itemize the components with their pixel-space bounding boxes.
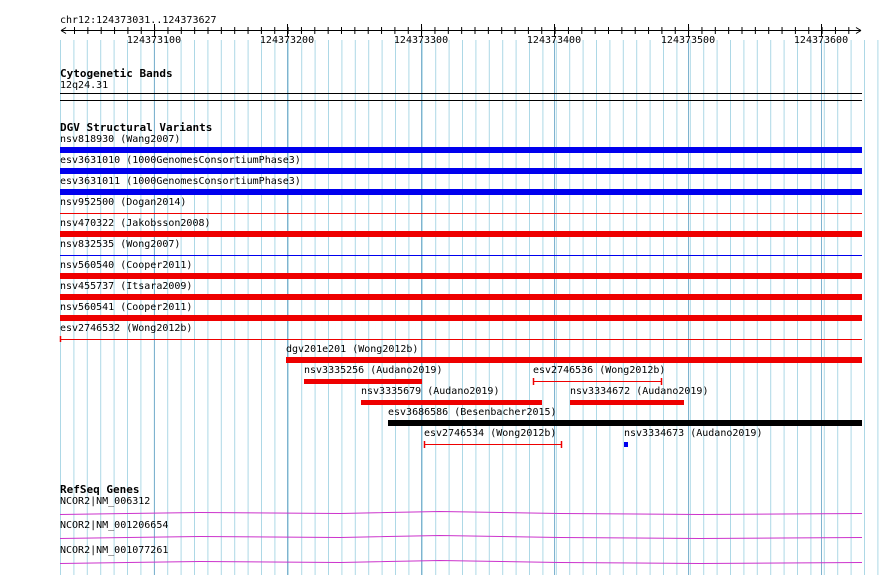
ruler-tick-label: 124373100	[126, 35, 182, 46]
ruler-tick-label: 124373200	[259, 35, 315, 46]
dgv-feature-bar	[624, 442, 628, 447]
dgv-feature-label[interactable]: esv2746536 (Wong2012b)	[533, 365, 666, 376]
refseq-gene-label[interactable]: NCOR2|NM_001077261	[60, 545, 169, 556]
dgv-feature-label[interactable]: nsv560541 (Cooper2011)	[60, 302, 193, 313]
dgv-feature-label[interactable]: nsv818930 (Wang2007)	[60, 134, 181, 145]
location-label: chr12:124373031..124373627	[60, 15, 217, 26]
dgv-feature-bar	[304, 379, 422, 384]
dgv-feature-bar	[60, 273, 862, 279]
dgv-feature-bar	[60, 189, 862, 195]
dgv-feature-label[interactable]: esv3631010 (1000GenomesConsortiumPhase3)	[60, 155, 301, 166]
ruler-tick-label: 124373500	[660, 35, 716, 46]
ruler-arrow-right-icon	[855, 27, 862, 34]
dgv-feature-bar	[60, 147, 862, 153]
cytoband-ideogram[interactable]	[0, 0, 890, 110]
dgv-feature-label[interactable]: dgv201e201 (Wong2012b)	[286, 344, 419, 355]
dgv-feature-label[interactable]: esv3631011 (1000GenomesConsortiumPhase3)	[60, 176, 301, 187]
dgv-feature-label[interactable]: esv3686586 (Besenbacher2015)	[388, 407, 557, 418]
dgv-feature-label[interactable]: nsv560540 (Cooper2011)	[60, 260, 193, 271]
dgv-track-title: DGV Structural Variants	[60, 121, 213, 134]
dgv-feature-label[interactable]: nsv3335679 (Audano2019)	[361, 386, 500, 397]
scale-ruler[interactable]	[0, 0, 890, 50]
dgv-feature-label[interactable]: nsv455737 (Itsara2009)	[60, 281, 193, 292]
dgv-feature-label[interactable]: esv2746534 (Wong2012b)	[424, 428, 557, 439]
refseq-track-title: RefSeq Genes	[60, 483, 140, 496]
dgv-feature-bar	[388, 420, 862, 426]
dgv-feature-bar	[361, 400, 542, 405]
ruler-tick-label: 124373600	[793, 35, 849, 46]
dgv-feature-bar	[286, 357, 862, 363]
dgv-feature-label[interactable]: nsv470322 (Jakobsson2008)	[60, 218, 211, 229]
dgv-feature-label[interactable]: nsv832535 (Wong2007)	[60, 239, 181, 250]
cytoband-label[interactable]: 12q24.31	[60, 80, 109, 91]
refseq-intron-line	[59, 534, 863, 540]
ruler-arrow-left-icon	[60, 27, 67, 34]
refseq-gene-label[interactable]: NCOR2|NM_001206654	[60, 520, 169, 531]
dgv-feature-label[interactable]: nsv3334672 (Audano2019)	[570, 386, 709, 397]
refseq-gene-label[interactable]: NCOR2|NM_006312	[60, 496, 151, 507]
refseq-intron-line	[59, 559, 863, 565]
cytobands-track-title: Cytogenetic Bands	[60, 67, 173, 80]
dgv-feature-label[interactable]: nsv3334673 (Audano2019)	[624, 428, 763, 439]
refseq-intron-line	[59, 510, 863, 516]
dgv-feature-label[interactable]: nsv952500 (Dogan2014)	[60, 197, 187, 208]
dgv-feature-bar	[60, 315, 862, 321]
dgv-feature-bar	[570, 400, 684, 405]
dgv-feature-label[interactable]: esv2746532 (Wong2012b)	[60, 323, 193, 334]
dgv-feature-bar	[60, 294, 862, 300]
dgv-feature-label[interactable]: nsv3335256 (Audano2019)	[304, 365, 443, 376]
ruler-tick-label: 124373300	[393, 35, 449, 46]
ruler-tick-label: 124373400	[526, 35, 582, 46]
dgv-feature-bar	[60, 231, 862, 237]
dgv-feature-bar	[60, 168, 862, 174]
